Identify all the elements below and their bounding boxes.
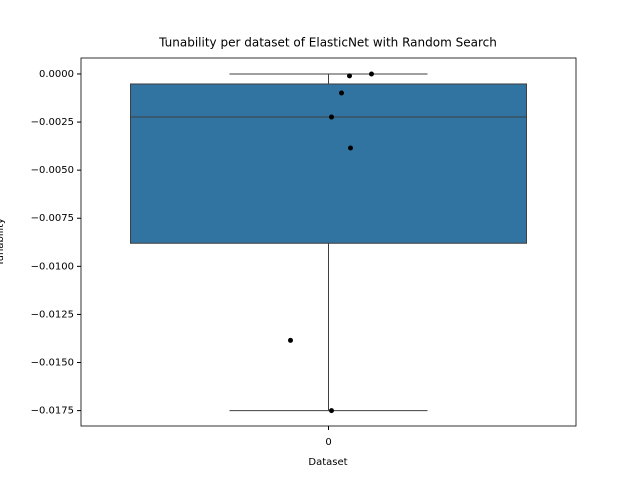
point [329, 114, 334, 120]
point [347, 73, 352, 79]
y-tick-label: −0.0050 [31, 165, 74, 176]
x-axis-label: Dataset [308, 457, 347, 468]
y-axis-label: Tunability [0, 218, 6, 267]
box [130, 83, 527, 244]
plot-frame [80, 57, 577, 427]
y-tick-label: −0.0175 [31, 406, 74, 417]
point [369, 71, 374, 77]
y-tick-label: 0.0000 [39, 69, 74, 80]
chart-title: Tunability per dataset of ElasticNet wit… [158, 36, 497, 50]
y-tick-label: −0.0100 [31, 261, 74, 272]
point [348, 145, 353, 151]
y-tick-label: −0.0125 [31, 309, 74, 320]
point [288, 337, 293, 343]
point [339, 90, 344, 96]
y-tick-label: −0.0150 [31, 358, 74, 369]
y-tick-label: −0.0025 [31, 117, 74, 128]
point [329, 408, 334, 414]
x-tick-label: 0 [325, 437, 331, 448]
y-tick-label: −0.0075 [31, 213, 74, 224]
